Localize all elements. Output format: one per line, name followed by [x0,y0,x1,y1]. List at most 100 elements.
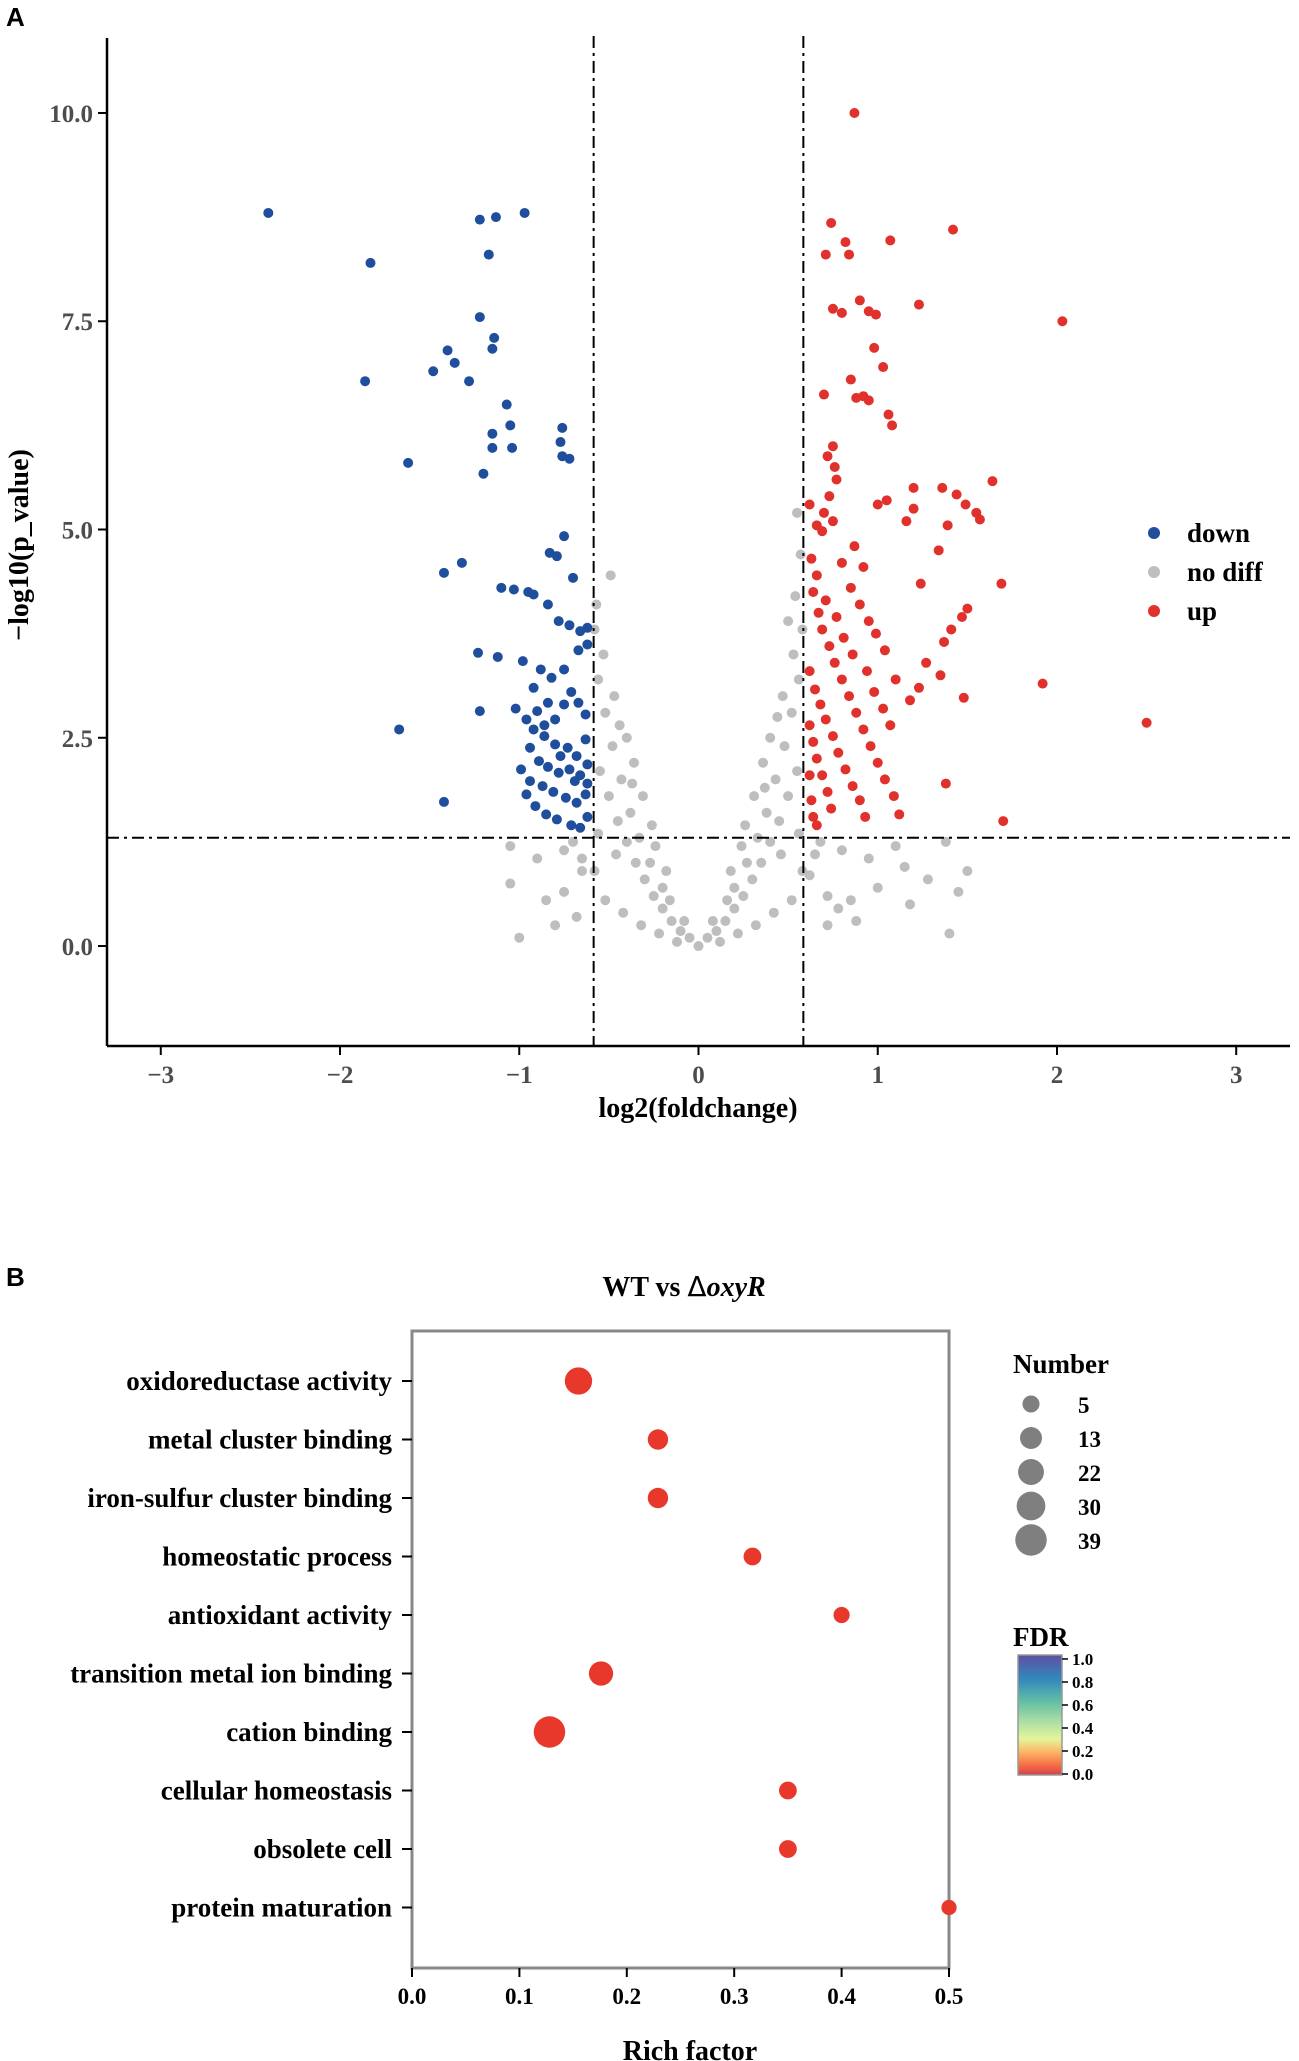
point-no-diff [833,903,844,914]
category-label: protein maturation [171,1893,392,1923]
point-no-diff [729,903,740,914]
volcano-x-tick-label: 3 [1230,1062,1243,1089]
point-up [858,724,869,735]
enrichment-point [647,1429,669,1450]
point-down [489,332,500,343]
point-no-diff [576,866,587,877]
point-down [508,584,519,595]
point-up [804,499,815,510]
point-down [403,457,414,468]
point-up [822,786,833,797]
point-up [883,409,894,420]
point-down [530,801,541,812]
point-no-diff [625,807,636,818]
point-no-diff [759,782,770,793]
enrichment-point [941,1899,957,1916]
point-no-diff [788,649,799,660]
point-down [528,724,539,735]
point-up [847,649,858,660]
point-no-diff [810,849,821,860]
point-down [474,706,485,717]
point-up [962,603,973,614]
category-label: transition metal ion binding [70,1659,392,1689]
enrichment-point [588,1661,614,1686]
point-up [829,462,840,473]
point-no-diff [679,916,690,927]
point-up [827,441,838,452]
point-no-diff [779,741,790,752]
title-prefix: WT vs [602,1272,687,1303]
point-down [263,207,274,218]
point-no-diff [729,882,740,893]
point-down [449,357,460,368]
point-up [818,389,829,400]
volcano-x-tick-label: 2 [1051,1062,1064,1089]
point-up [951,489,962,500]
enrichment-point [778,1840,797,1858]
point-down [473,647,484,658]
point-no-diff [750,920,761,931]
enrichment-rows: oxidoreductase activity metal cluster bin… [70,1366,957,1923]
point-no-diff [775,849,786,860]
point-no-diff [627,778,638,789]
point-down [483,249,494,260]
point-no-diff [738,891,749,902]
point-no-diff [702,932,713,943]
point-down [550,714,561,725]
point-up [860,811,871,822]
point-down [546,672,557,683]
point-down [542,697,553,708]
point-no-diff [532,853,543,864]
title-gene: oxyR [707,1272,766,1303]
point-no-diff [772,711,783,722]
fdr-tick-label: 0.8 [1072,1673,1093,1692]
point-up [858,561,869,572]
point-up [822,451,833,462]
point-down [551,551,562,562]
point-no-diff [851,916,862,927]
point-down [487,442,498,453]
number-legend-circle [1016,1491,1046,1521]
point-up [937,482,948,493]
legend-swatch-no-diff [1148,566,1160,578]
point-up [865,741,876,752]
enrichment-title: WT vs ΔoxyR [602,1270,765,1303]
point-up [845,582,856,593]
point-no-diff [598,649,609,660]
enrichment-row: obsolete cell [253,1834,797,1864]
point-no-diff [783,791,794,802]
enrichment-row: cation binding [226,1716,566,1748]
enrichment-x-axis-title: Rich factor [623,2036,758,2061]
enrichment-row: cellular homeostasis [161,1776,797,1806]
point-no-diff [761,807,772,818]
point-up [831,474,842,485]
point-down [571,797,582,808]
point-no-diff [621,836,632,847]
number-legend-label: 5 [1078,1393,1090,1418]
point-up [851,707,862,718]
point-down [533,756,544,767]
volcano-x-tick-label: 1 [871,1062,884,1089]
category-label: cellular homeostasis [161,1776,392,1806]
point-down [487,428,498,439]
point-no-diff [591,599,602,610]
point-no-diff [611,849,622,860]
legend-label-down: down [1187,518,1250,548]
point-no-diff [559,845,570,856]
point-no-diff [845,895,856,906]
volcano-y-tick-label: 10.0 [49,101,93,128]
point-down [516,764,527,775]
point-no-diff [605,570,616,581]
point-down [537,781,548,792]
volcano-x-tick-label: −2 [327,1062,354,1089]
point-up [824,491,835,502]
point-up [869,342,880,353]
point-up [854,795,865,806]
point-up [885,720,896,731]
enrichment-point [533,1716,566,1748]
point-up [810,684,821,695]
point-up [845,374,856,385]
point-down [553,767,564,778]
point-down [528,682,539,693]
point-up [872,499,883,510]
